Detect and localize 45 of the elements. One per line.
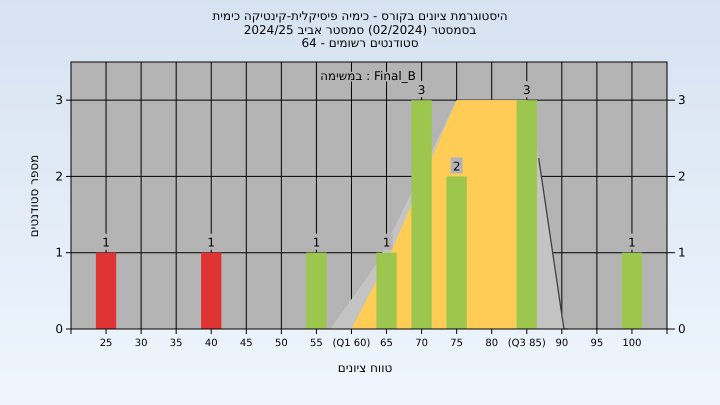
bar <box>201 252 222 329</box>
data-label: 1 <box>382 236 390 250</box>
y-tick-label: 1 <box>55 246 63 260</box>
x-tick-label: 65 <box>380 338 393 349</box>
x-tick-label: (Q1 60) <box>332 338 371 349</box>
y2-tick-label: 2 <box>678 169 686 184</box>
bar <box>96 252 116 329</box>
bar <box>622 252 642 329</box>
x-tick-label: 50 <box>274 338 288 349</box>
x-tick-label: 80 <box>485 338 498 349</box>
x-tick-label: 30 <box>134 338 148 349</box>
y-tick-label: 2 <box>55 169 63 184</box>
subtitle: בסמסטר (02/2024) סמסטר אביב 2024/25 <box>244 23 476 37</box>
data-label: 1 <box>628 236 636 250</box>
x-axis-title: טווח ציונים <box>338 361 392 375</box>
data-label: 1 <box>312 236 320 250</box>
x-tick-label: 100 <box>622 338 642 349</box>
subtitle: סטודנטים רשומים - 64 <box>301 36 419 50</box>
data-label: 1 <box>102 236 110 250</box>
y2-tick-label: 1 <box>678 246 686 260</box>
x-tick-label: (Q3 85) <box>508 338 546 349</box>
y2-tick-label: 3 <box>678 93 686 108</box>
data-label: 2 <box>452 159 460 174</box>
data-label: 1 <box>207 236 216 250</box>
title: היסטוגרמת ציונים בקורס - כימיה פיסיקלית-קינטיקה כימית <box>212 9 508 23</box>
x-tick-label: 35 <box>170 338 183 349</box>
bar <box>446 176 467 329</box>
y-tick-label: 0 <box>55 322 63 336</box>
x-tick-label: 90 <box>555 338 568 349</box>
x-tick-label: 40 <box>204 338 218 349</box>
bar <box>516 100 537 329</box>
x-tick-label: 95 <box>590 338 604 349</box>
data-label: 3 <box>418 83 426 98</box>
x-tick-label: 55 <box>310 338 323 349</box>
x-tick-label: 45 <box>240 338 253 349</box>
y-axis-title: מספר סטודנטים <box>27 154 41 238</box>
y2-tick-label: 0 <box>678 322 686 336</box>
bar <box>411 100 432 329</box>
y-tick-label: 3 <box>55 93 63 108</box>
x-tick-label: 25 <box>100 338 112 349</box>
x-tick-label: 70 <box>415 338 428 349</box>
bar <box>376 252 397 329</box>
bar <box>306 252 327 329</box>
data-label: 3 <box>522 83 531 98</box>
x-tick-label: 75 <box>450 338 464 349</box>
